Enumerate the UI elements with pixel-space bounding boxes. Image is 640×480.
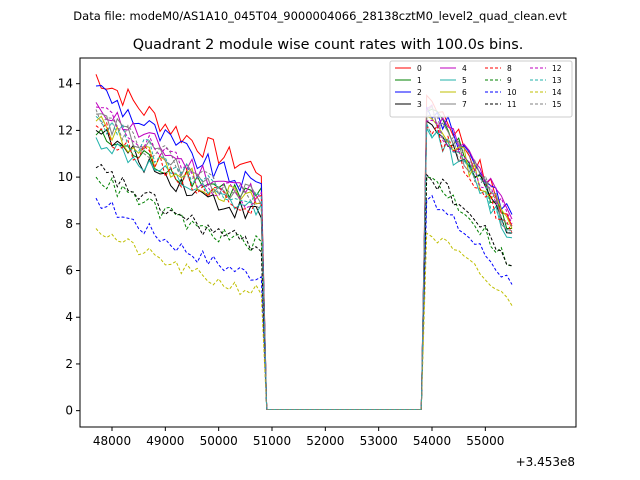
y-tick-label: 0	[65, 404, 73, 418]
x-tick-label: 48000	[93, 434, 131, 448]
legend-label: 15	[552, 100, 562, 109]
legend-label: 13	[552, 76, 562, 85]
y-tick-label: 4	[65, 310, 73, 324]
y-tick-label: 14	[58, 77, 73, 91]
x-axis-offset-label: +3.453e8	[516, 455, 575, 469]
legend-label: 14	[552, 88, 562, 97]
series-line-6	[95, 115, 513, 410]
y-tick-label: 10	[58, 170, 73, 184]
x-tick-label: 53000	[360, 434, 398, 448]
series-line-8	[95, 121, 513, 410]
legend-label: 9	[507, 76, 512, 85]
series-line-14	[95, 228, 513, 410]
legend-label: 8	[507, 64, 512, 73]
legend-label: 6	[462, 88, 467, 97]
legend-label: 7	[462, 100, 467, 109]
series-line-13	[95, 116, 513, 410]
legend-box	[389, 60, 573, 118]
series-line-9	[95, 176, 513, 410]
x-axis: 48000 49000 50000 51000 52000 53000 54000 55000	[93, 427, 504, 448]
x-tick-label: 50000	[200, 434, 238, 448]
y-tick-label: 8	[65, 217, 73, 231]
y-tick-label: 12	[58, 123, 73, 137]
x-tick-label: 49000	[146, 434, 184, 448]
x-tick-label: 51000	[253, 434, 291, 448]
legend-label: 12	[552, 64, 562, 73]
figure-suptitle: Data file: modeM0/AS1A10_045T04_90000040…	[73, 9, 567, 23]
legend-label: 1	[417, 76, 422, 85]
series-line-15	[95, 109, 513, 410]
legend-label: 2	[417, 88, 422, 97]
series-line-12	[95, 106, 513, 410]
legend-label: 4	[462, 64, 467, 73]
series-line-3	[95, 120, 513, 410]
x-tick-label: 54000	[413, 434, 451, 448]
legend-label: 0	[417, 64, 422, 73]
x-tick-label: 52000	[306, 434, 344, 448]
x-tick-label: 55000	[466, 434, 504, 448]
series-line-7	[95, 105, 513, 410]
y-axis: 0 2 4 6 8 10 12 14	[58, 77, 80, 418]
legend-label: 10	[507, 88, 517, 97]
y-tick-label: 2	[65, 357, 73, 371]
plot-lines	[95, 74, 513, 410]
series-line-5	[95, 126, 513, 410]
chart-title: Quadrant 2 module wise count rates with …	[133, 37, 524, 53]
series-line-0	[95, 74, 513, 410]
series-line-10	[95, 194, 513, 410]
legend-label: 5	[462, 76, 467, 85]
legend-label: 3	[417, 100, 422, 109]
legend-label: 11	[507, 100, 517, 109]
axes-frame	[79, 57, 577, 428]
series-line-11	[95, 163, 513, 410]
y-tick-label: 6	[65, 264, 73, 278]
series-line-4	[95, 102, 513, 410]
